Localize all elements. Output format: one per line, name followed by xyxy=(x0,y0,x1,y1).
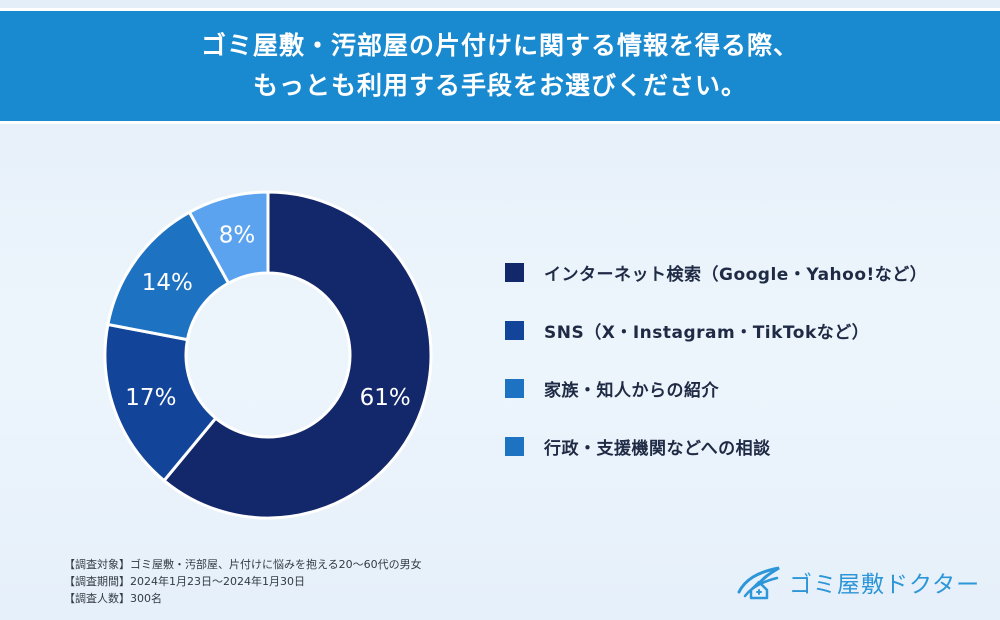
slice-percent-label: 61% xyxy=(360,385,411,411)
brand-name: ゴミ屋敷ドクター xyxy=(789,572,981,598)
legend-label: 行政・支援機関などへの相談 xyxy=(544,438,771,459)
house-wing-logo-icon xyxy=(737,566,780,600)
title-banner: ゴミ屋敷・汚部屋の片付けに関する情報を得る際、 もっとも利用する手段をお選びくだ… xyxy=(0,8,1000,124)
legend-swatch xyxy=(505,436,524,456)
brand-mark: ゴミ屋敷ドクター xyxy=(735,562,980,602)
legend-item: 行政・支援機関などへの相談 xyxy=(505,417,995,475)
donut-chart: 61% 17% 14% 8% xyxy=(103,190,433,520)
slice-percent-label: 17% xyxy=(125,385,176,411)
slice-internet-search xyxy=(161,190,433,520)
legend-swatch xyxy=(505,378,524,398)
slice-sns xyxy=(103,322,218,483)
slice-percent-label: 8% xyxy=(219,222,256,248)
legend-swatch xyxy=(505,320,524,340)
survey-footnotes: 【調査対象】ゴミ屋敷・汚部屋、片付けに悩みを抱える20〜60代の男女 【調査期間… xyxy=(64,556,422,607)
legend-label: インターネット検索（Google・Yahoo!など） xyxy=(544,264,928,285)
legend-item: インターネット検索（Google・Yahoo!など） xyxy=(505,243,995,301)
legend-label: SNS（X・Instagram・TikTokなど） xyxy=(544,322,870,343)
legend-swatch xyxy=(505,262,524,282)
footnote-count: 【調査人数】300名 xyxy=(64,592,162,605)
footnote-period: 【調査期間】2024年1月23日〜2024年1月30日 xyxy=(64,575,305,588)
legend-label: 家族・知人からの紹介 xyxy=(544,380,719,401)
chart-legend: インターネット検索（Google・Yahoo!など） SNS（X・Instagra… xyxy=(505,243,995,475)
legend-item: SNS（X・Instagram・TikTokなど） xyxy=(505,301,995,359)
title-line-1: ゴミ屋敷・汚部屋の片付けに関する情報を得る際、 xyxy=(200,31,799,60)
legend-item: 家族・知人からの紹介 xyxy=(505,359,995,417)
title-line-2: もっとも利用する手段をお選びください。 xyxy=(252,71,747,100)
slice-government xyxy=(187,190,270,286)
slice-percent-label: 14% xyxy=(142,270,193,296)
footnote-target: 【調査対象】ゴミ屋敷・汚部屋、片付けに悩みを抱える20〜60代の男女 xyxy=(64,558,422,571)
